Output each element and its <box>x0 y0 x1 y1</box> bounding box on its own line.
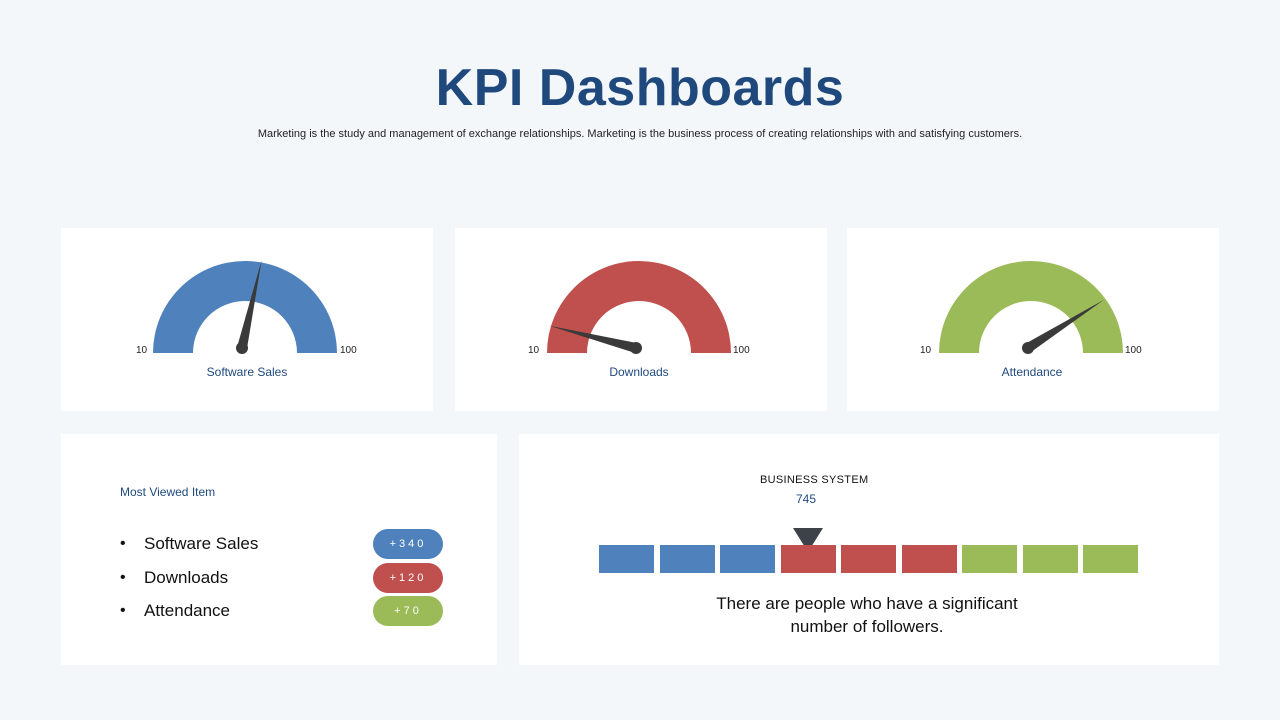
gauge-arc <box>547 261 731 353</box>
value-badge: +340 <box>373 529 443 559</box>
scale-segment <box>962 545 1017 573</box>
list-item-label: Attendance <box>144 601 231 620</box>
business-system-value: 745 <box>796 492 817 506</box>
list-item-label: Downloads <box>144 568 229 587</box>
gauge-min-label: 10 <box>920 345 932 356</box>
gauge-hub <box>236 342 248 354</box>
page-subtitle: Marketing is the study and management of… <box>257 128 1023 140</box>
pointer-marker-icon <box>792 528 823 552</box>
gauge-title: Attendance <box>1002 365 1063 379</box>
list-item: • Attendance +70 <box>120 596 500 630</box>
scale-segment <box>841 545 896 573</box>
scale-segment <box>780 545 836 573</box>
most-viewed-card: Most Viewed Item • Software Sales +340 •… <box>61 434 497 665</box>
gauge-card-software-sales: 10 100 Software Sales <box>61 228 433 411</box>
gauge-max-label: 100 <box>340 345 357 356</box>
scale-segment <box>720 545 775 573</box>
value-badge: +70 <box>373 596 443 626</box>
business-system-title: BUSINESS SYSTEM <box>760 474 869 486</box>
business-system-description: There are people who have a significant … <box>667 592 1067 638</box>
description-line: number of followers. <box>790 617 944 636</box>
list-item: • Software Sales +340 <box>120 529 500 563</box>
list-item-label: Software Sales <box>144 534 259 553</box>
gauge-card-attendance: 10 100 Attendance <box>847 228 1219 411</box>
scale-segment <box>1083 545 1138 573</box>
scale-segment <box>901 545 957 573</box>
bullet: • <box>120 602 126 619</box>
business-system-card: BUSINESS SYSTEM 745 There are people who… <box>519 434 1219 665</box>
gauge-hub <box>630 342 642 354</box>
scale-segment <box>1022 545 1078 573</box>
gauge-hub <box>1022 342 1034 354</box>
gauge-chart: 10 100 Software Sales <box>136 260 357 379</box>
gauge-title: Software Sales <box>207 365 288 379</box>
gauge-max-label: 100 <box>1125 345 1142 356</box>
value-badge: +120 <box>373 563 443 593</box>
gauge-needle <box>1025 299 1104 353</box>
gauge-arc <box>939 261 1123 353</box>
description-line: There are people who have a significant <box>716 594 1018 613</box>
gauge-title: Downloads <box>609 365 668 379</box>
most-viewed-title: Most Viewed Item <box>120 485 216 499</box>
gauge-arc <box>153 261 337 353</box>
scale-segment <box>599 545 654 573</box>
gauge-chart: 10 100 Attendance <box>920 261 1142 379</box>
bullet: • <box>120 569 126 586</box>
gauge-max-label: 100 <box>733 345 750 356</box>
page-title: KPI Dashboards <box>435 59 845 117</box>
bullet: • <box>120 535 126 552</box>
scale-segment <box>659 545 715 573</box>
gauge-min-label: 10 <box>136 345 148 356</box>
gauge-chart: 10 100 Downloads <box>528 261 750 379</box>
gauge-min-label: 10 <box>528 345 540 356</box>
gauge-needle <box>548 325 638 353</box>
gauge-needle <box>237 260 262 350</box>
gauge-card-downloads: 10 100 Downloads <box>455 228 827 411</box>
list-item: • Downloads +120 <box>120 563 500 597</box>
